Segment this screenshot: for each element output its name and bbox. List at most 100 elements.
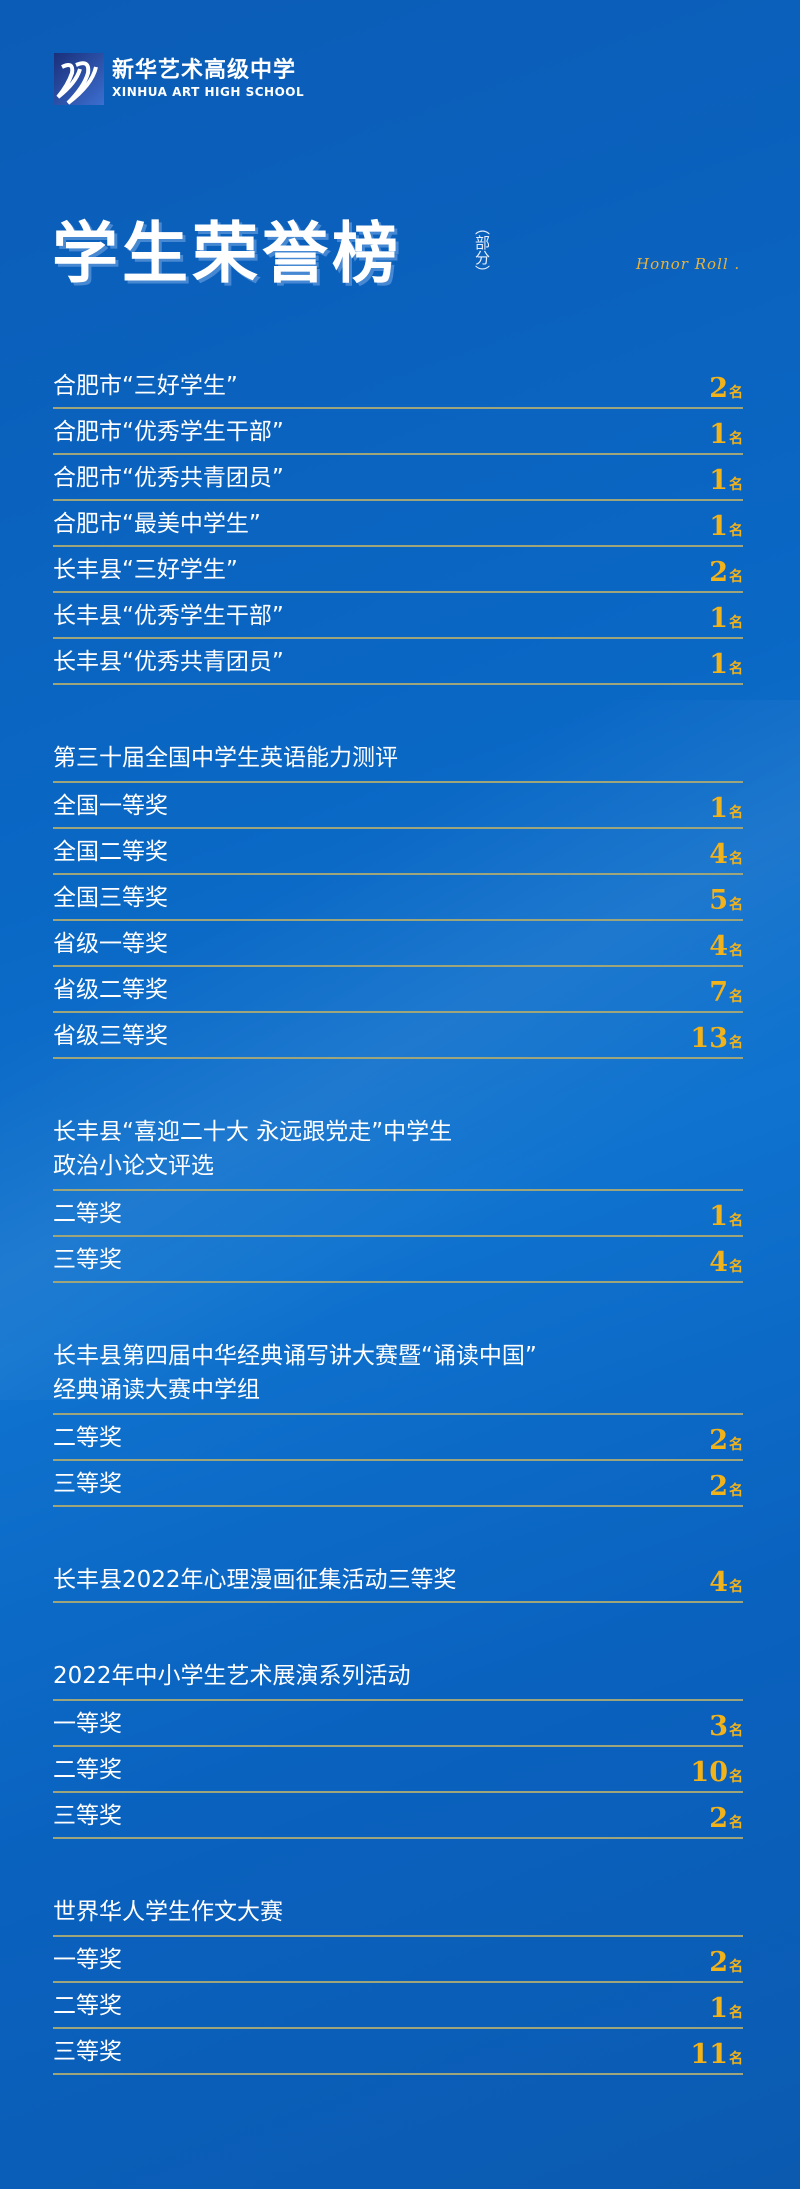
award-count: 7名: [709, 977, 743, 1011]
count-number: 1: [709, 511, 728, 542]
award-count: 1名: [709, 511, 743, 545]
award-label: 全国三等奖: [53, 885, 168, 911]
count-unit: 名: [729, 1437, 743, 1453]
award-label: 一等奖: [53, 1711, 122, 1737]
award-label: 长丰县2022年心理漫画征集活动三等奖: [53, 1567, 457, 1593]
award-label: 三等奖: [53, 1247, 122, 1273]
award-group: 长丰县2022年心理漫画征集活动三等奖 4名: [53, 1557, 743, 1603]
award-count: 2名: [709, 1947, 743, 1981]
count-unit: 名: [729, 1213, 743, 1229]
count-unit: 名: [729, 805, 743, 821]
award-row: 二等奖 1名: [53, 1983, 743, 2029]
award-count: 11名: [690, 2039, 743, 2073]
award-row: 全国二等奖 4名: [53, 829, 743, 875]
award-count: 2名: [709, 1803, 743, 1837]
award-row: 长丰县“优秀共青团员” 1名: [53, 639, 743, 685]
award-row: 三等奖 2名: [53, 1793, 743, 1839]
count-unit: 名: [729, 1579, 743, 1595]
award-label: 一等奖: [53, 1947, 122, 1973]
background-sheen: [0, 700, 800, 1400]
award-count: 1名: [709, 419, 743, 453]
award-label: 省级三等奖: [53, 1023, 168, 1049]
count-number: 1: [709, 793, 728, 824]
group-header: 长丰县“喜迎二十大 永远跟党走”中学生 政治小论文评选: [53, 1109, 743, 1191]
award-label: 二等奖: [53, 1757, 122, 1783]
count-unit: 名: [729, 2051, 743, 2067]
award-row: 二等奖 2名: [53, 1415, 743, 1461]
award-row: 一等奖 2名: [53, 1937, 743, 1983]
title-note: （部分）: [473, 220, 491, 280]
award-count: 2名: [709, 557, 743, 591]
award-label: 三等奖: [53, 2039, 122, 2065]
count-number: 1: [709, 603, 728, 634]
award-label: 合肥市“三好学生”: [53, 373, 238, 399]
count-number: 4: [709, 839, 728, 870]
honor-list: 合肥市“三好学生” 2名 合肥市“优秀学生干部” 1名 合肥市“优秀共青团员” 1名 合肥市…: [53, 363, 743, 2075]
count-number: 2: [709, 1947, 728, 1978]
award-label: 长丰县“优秀学生干部”: [53, 603, 284, 629]
award-row: 全国三等奖 5名: [53, 875, 743, 921]
award-label: 合肥市“最美中学生”: [53, 511, 261, 537]
count-unit: 名: [729, 615, 743, 631]
award-row: 二等奖 10名: [53, 1747, 743, 1793]
count-unit: 名: [729, 1769, 743, 1785]
honor-roll-subtitle: Honor Roll .: [636, 255, 741, 273]
page-title: 学生荣誉榜: [52, 215, 402, 292]
award-count: 4名: [709, 1247, 743, 1281]
count-number: 7: [709, 977, 728, 1008]
count-number: 11: [690, 2039, 728, 2070]
award-count: 1名: [709, 1201, 743, 1235]
award-label: 长丰县“优秀共青团员”: [53, 649, 284, 675]
award-count: 3名: [709, 1711, 743, 1745]
award-group: 第三十届全国中学生英语能力测评 全国一等奖 1名 全国二等奖 4名 全国三等奖 5名 省级一等…: [53, 735, 743, 1059]
award-group: 长丰县“喜迎二十大 永远跟党走”中学生 政治小论文评选二等奖 1名三等奖 4名: [53, 1109, 743, 1283]
award-count: 2名: [709, 1425, 743, 1459]
count-number: 13: [690, 1023, 728, 1054]
group-header: 长丰县第四届中华经典诵写讲大赛暨“诵读中国” 经典诵读大赛中学组: [53, 1333, 743, 1415]
award-count: 1名: [709, 465, 743, 499]
award-count: 1名: [709, 1993, 743, 2027]
award-count: 2名: [709, 1471, 743, 1505]
count-number: 4: [709, 931, 728, 962]
count-unit: 名: [729, 385, 743, 401]
award-row: 合肥市“三好学生” 2名: [53, 363, 743, 409]
group-header: 2022年中小学生艺术展演系列活动: [53, 1653, 743, 1701]
award-count: 5名: [709, 885, 743, 919]
award-label: 二等奖: [53, 1425, 122, 1451]
award-group: 长丰县第四届中华经典诵写讲大赛暨“诵读中国” 经典诵读大赛中学组 二等奖 2名 三等奖…: [53, 1333, 743, 1507]
school-logo: 新华艺术高级中学 XINHUA ART HIGH SCHOOL: [54, 53, 304, 105]
award-row: 长丰县2022年心理漫画征集活动三等奖 4名: [53, 1557, 743, 1603]
count-unit: 名: [729, 897, 743, 913]
count-number: 1: [709, 1201, 728, 1232]
award-count: 13名: [690, 1023, 743, 1057]
count-unit: 名: [729, 477, 743, 493]
group-header: 第三十届全国中学生英语能力测评: [53, 735, 743, 783]
group-header: 世界华人学生作文大赛: [53, 1889, 743, 1937]
count-unit: 名: [729, 569, 743, 585]
count-unit: 名: [729, 1035, 743, 1051]
award-count: 4名: [709, 1567, 743, 1601]
award-group: 世界华人学生作文大赛 一等奖 2名 二等奖 1名 三等奖 11名: [53, 1889, 743, 2075]
logo-chinese-name: 新华艺术高级中学: [112, 58, 297, 83]
award-label: 二等奖: [53, 1993, 122, 2019]
award-count: 1名: [709, 793, 743, 827]
count-number: 1: [709, 419, 728, 450]
logo-swoosh-icon: [54, 53, 104, 105]
award-label: 二等奖: [53, 1201, 122, 1227]
award-group: 2022年中小学生艺术展演系列活动一等奖 3名 二等奖 10名三等奖 2名: [53, 1653, 743, 1839]
award-group: 合肥市“三好学生” 2名 合肥市“优秀学生干部” 1名 合肥市“优秀共青团员” 1名 合肥市…: [53, 363, 743, 685]
count-unit: 名: [729, 943, 743, 959]
count-unit: 名: [729, 661, 743, 677]
count-unit: 名: [729, 1959, 743, 1975]
count-number: 2: [709, 1471, 728, 1502]
count-number: 1: [709, 1993, 728, 2024]
award-label: 三等奖: [53, 1803, 122, 1829]
award-label: 三等奖: [53, 1471, 122, 1497]
award-label: 合肥市“优秀共青团员”: [53, 465, 284, 491]
count-unit: 名: [729, 523, 743, 539]
award-row: 二等奖 1名: [53, 1191, 743, 1237]
award-row: 长丰县“优秀学生干部” 1名: [53, 593, 743, 639]
count-number: 5: [709, 885, 728, 916]
count-unit: 名: [729, 431, 743, 447]
award-label: 全国二等奖: [53, 839, 168, 865]
